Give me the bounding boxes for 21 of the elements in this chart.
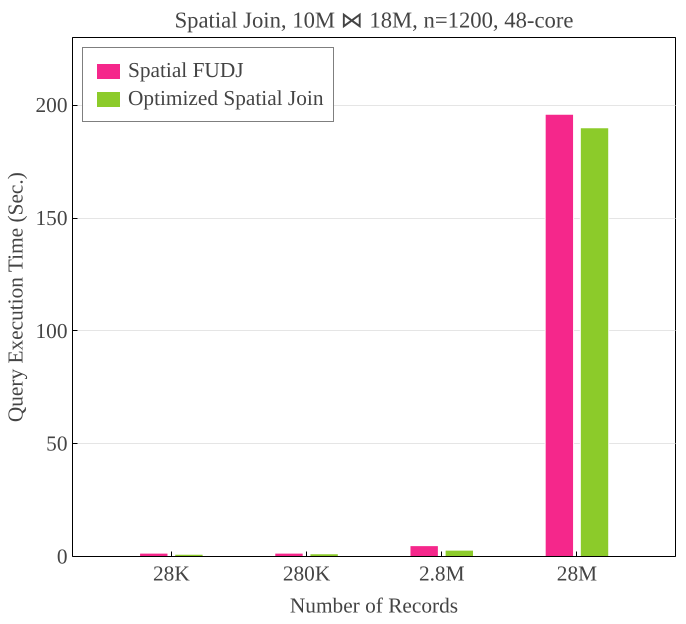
chart-title: Spatial Join, 10M ⋈ 18M, n=1200, 48-core [174, 8, 574, 32]
x-tick-label: 280K [282, 562, 331, 586]
y-tick-label: 50 [46, 432, 68, 456]
y-axis-title: Query Execution Time (Sec.) [4, 172, 28, 422]
y-tick-label: 200 [36, 93, 68, 118]
x-axis-title: Number of Records [290, 594, 458, 618]
bar [444, 550, 474, 556]
x-tick-label: 28K [152, 562, 190, 586]
bar [409, 545, 439, 556]
y-tick-label: 150 [36, 206, 68, 230]
x-tick-label: 28M [556, 562, 598, 586]
bar [174, 554, 204, 556]
bar [544, 114, 574, 556]
bar [274, 552, 304, 556]
bar [139, 552, 168, 556]
y-tick-label: 0 [56, 544, 68, 568]
y-tick-label: 100 [36, 318, 68, 343]
legend-label: Optimized Spatial Join [128, 86, 324, 111]
x-tick-label: 2.8M [418, 562, 465, 586]
bar [580, 127, 610, 556]
legend-label: Spatial FUDJ [128, 58, 244, 83]
